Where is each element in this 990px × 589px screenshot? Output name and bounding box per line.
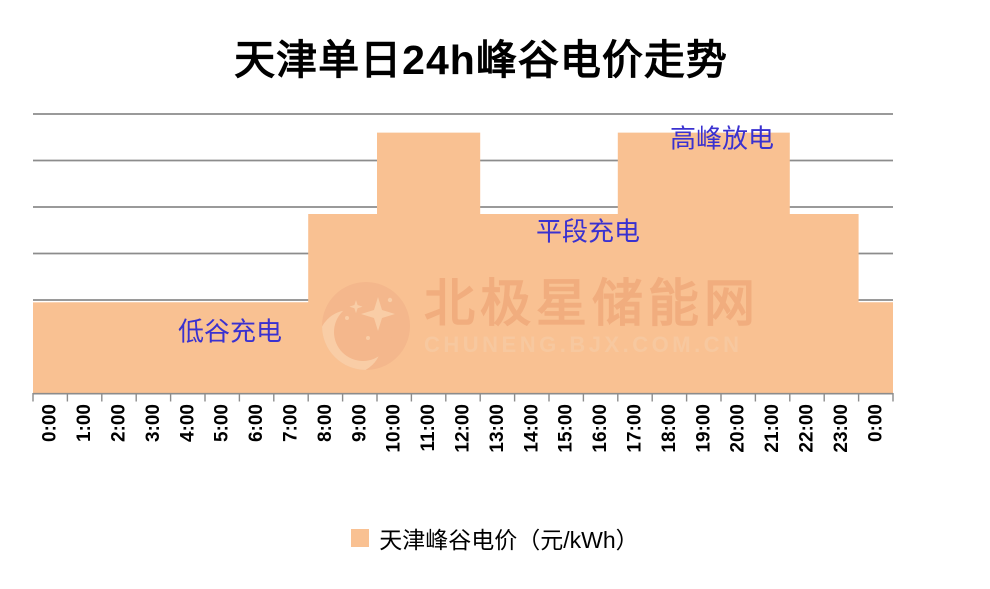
x-tick-label: 9:00 — [349, 404, 370, 442]
chart-title: 天津单日24h峰谷电价走势 — [234, 37, 728, 83]
x-tick-label: 0:00 — [865, 404, 886, 442]
x-tick-label: 5:00 — [212, 404, 233, 442]
x-tick-label: 23:00 — [831, 404, 852, 453]
x-tick-label: 6:00 — [246, 404, 267, 442]
x-tick-label: 21:00 — [762, 404, 783, 453]
x-tick-label: 14:00 — [521, 404, 542, 453]
x-tick-label: 4:00 — [177, 404, 198, 442]
legend: 天津峰谷电价（元/kWh） — [0, 521, 990, 555]
price-area-series — [33, 132, 893, 393]
x-tick-label: 17:00 — [625, 404, 646, 453]
x-tick-label: 10:00 — [384, 404, 405, 453]
x-tick-label: 12:00 — [453, 404, 474, 453]
x-tick-label: 11:00 — [418, 404, 439, 452]
x-tick-label: 7:00 — [281, 404, 302, 442]
x-tick-label: 8:00 — [315, 404, 336, 442]
x-axis-ticks — [32, 393, 894, 402]
x-tick-label: 2:00 — [109, 404, 130, 442]
x-tick-label: 0:00 — [40, 404, 61, 442]
x-tick-label: 1:00 — [74, 404, 95, 442]
x-tick-label: 16:00 — [590, 404, 611, 453]
price-step-area-chart: 0:00 1:00 2:00 3:00 4:00 5:00 6:00 7:00 8:00 9:00… — [32, 113, 894, 453]
price-area — [33, 132, 893, 393]
x-axis-labels: 0:00 1:00 2:00 3:00 4:00 5:00 6:00 7:00 8:00 9:00… — [40, 404, 887, 453]
annotation-flat-charge: 平段充电 — [535, 216, 641, 247]
x-tick-label: 13:00 — [487, 404, 508, 453]
x-tick-label: 22:00 — [797, 404, 818, 453]
annotation-valley-charge: 低谷充电 — [177, 316, 283, 347]
legend-swatch-icon — [351, 529, 370, 547]
x-tick-label: 3:00 — [143, 404, 164, 442]
x-tick-label: 20:00 — [728, 404, 749, 453]
x-tick-label: 19:00 — [693, 404, 714, 453]
x-tick-label: 18:00 — [659, 404, 680, 453]
annotation-peak-discharge: 高峰放电 — [669, 123, 775, 154]
legend-series-label: 天津峰谷电价（元/kWh） — [379, 527, 639, 553]
x-tick-label: 15:00 — [556, 404, 577, 453]
